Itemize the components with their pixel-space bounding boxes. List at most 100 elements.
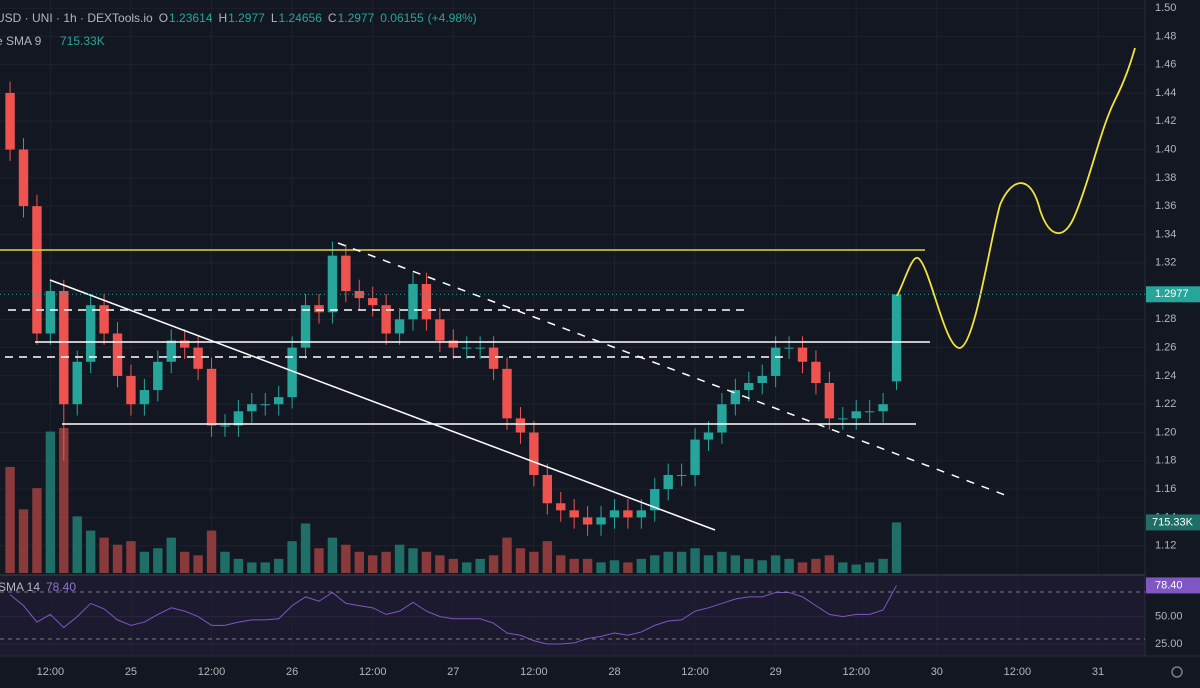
- x-tick-label: 31: [1092, 666, 1104, 678]
- y-tick-label: 1.24: [1155, 370, 1176, 382]
- y-tick-label: 1.16: [1155, 483, 1176, 495]
- candle-body: [59, 291, 69, 405]
- y-tick-label: 1.36: [1155, 200, 1176, 212]
- candle-body: [569, 510, 579, 518]
- rsi-badge-label: 78.40: [1155, 579, 1183, 591]
- volume-value: 715.33K: [60, 34, 105, 48]
- rsi-pane: [0, 576, 1145, 655]
- candle-body: [206, 368, 217, 426]
- volume-bar: [112, 544, 123, 573]
- volume-bar: [690, 548, 700, 573]
- candle-body: [784, 347, 794, 349]
- volume-bar: [515, 548, 526, 573]
- volume-bar: [179, 551, 190, 573]
- candle-body: [435, 319, 445, 341]
- candle-body: [542, 474, 553, 504]
- candle-body: [636, 510, 647, 518]
- candle-body: [502, 368, 512, 419]
- candle-body: [838, 418, 848, 420]
- volume-bar: [891, 522, 902, 573]
- volume-bar: [381, 551, 391, 573]
- candle-body: [462, 347, 472, 349]
- candle-body: [421, 283, 432, 320]
- settings-icon[interactable]: [1171, 666, 1183, 678]
- volume-bar: [717, 551, 727, 573]
- candle-body: [609, 510, 620, 518]
- candle-body: [260, 404, 270, 406]
- ohlc-key: O: [159, 11, 168, 25]
- volume-bar: [650, 555, 660, 573]
- candle-body: [623, 510, 633, 518]
- volume-bar: [59, 428, 69, 573]
- x-tick-label: 12:00: [681, 666, 709, 678]
- candle-body: [126, 375, 136, 405]
- y-tick-label: 1.46: [1155, 59, 1176, 71]
- candle-body: [300, 305, 311, 348]
- y-tick-label: 1.40: [1155, 143, 1176, 155]
- rsi-tick-label: 50.00: [1155, 611, 1183, 623]
- rsi: [9, 585, 897, 645]
- volume-bar: [45, 431, 56, 573]
- candle-body: [448, 340, 458, 348]
- volume-bar: [408, 548, 418, 573]
- volume-bar: [153, 548, 163, 573]
- rsi-value: 78.40: [46, 580, 76, 594]
- candle-body: [99, 305, 109, 334]
- candle-body: [354, 291, 364, 299]
- candle-body: [851, 411, 861, 419]
- volume-bar: [703, 555, 714, 573]
- candle-body: [220, 425, 230, 427]
- candle-body: [341, 255, 351, 292]
- volume-bar: [327, 537, 338, 573]
- volume-bar: [287, 541, 297, 573]
- candle-body: [394, 319, 405, 334]
- volume-bar: [488, 555, 499, 573]
- volume-bar: [448, 558, 458, 573]
- dashed-trend-line: [337, 242, 1006, 496]
- y-tick-label: 1.32: [1155, 257, 1176, 269]
- volume-bar: [99, 537, 109, 573]
- volume-badge-label: 715.33K: [1152, 516, 1194, 528]
- volume-bar: [878, 558, 888, 573]
- y-tick-label: 1.22: [1155, 398, 1176, 410]
- candle-body: [166, 340, 176, 362]
- volume-bar: [72, 516, 82, 573]
- candle-body: [287, 347, 297, 398]
- volume-bar: [435, 555, 445, 573]
- volume-bar: [233, 558, 244, 573]
- volume-bar: [300, 523, 311, 573]
- volume-bar: [811, 558, 821, 573]
- volume-bar: [166, 537, 176, 573]
- volume-bar: [314, 548, 324, 573]
- change-percent: (+4.98%): [428, 11, 477, 25]
- x-tick-label: 26: [286, 666, 298, 678]
- volume-bar: [623, 562, 633, 573]
- ohlc-value: 1.2977: [338, 11, 375, 25]
- volume-bar: [609, 560, 620, 573]
- volume-bar: [193, 555, 203, 573]
- x-tick-label: 29: [770, 666, 782, 678]
- candle-body: [139, 390, 150, 405]
- chart-title: USD · UNI · 1h · DEXTools.io: [0, 11, 153, 25]
- candle-body: [582, 517, 593, 525]
- volume-bar: [126, 541, 136, 573]
- candle-body: [770, 347, 781, 376]
- volume-bar: [730, 555, 741, 573]
- y-tick-label: 1.38: [1155, 172, 1176, 184]
- candle-body: [757, 375, 767, 383]
- ohlc-value: 1.24656: [279, 11, 323, 25]
- x-tick-label: 25: [125, 666, 137, 678]
- candle-body: [179, 340, 190, 348]
- candle-body: [663, 474, 673, 490]
- volume-bar: [582, 558, 593, 573]
- volume-bar: [368, 555, 378, 573]
- candle-body: [112, 333, 123, 376]
- candle-body: [233, 411, 244, 426]
- rsi-legend: SMA 14: [0, 580, 40, 594]
- candle-body: [18, 149, 29, 207]
- volume-bar: [663, 551, 673, 573]
- candle-body: [408, 283, 418, 320]
- volume-bar: [824, 555, 835, 573]
- ohlc-key: L: [271, 11, 278, 25]
